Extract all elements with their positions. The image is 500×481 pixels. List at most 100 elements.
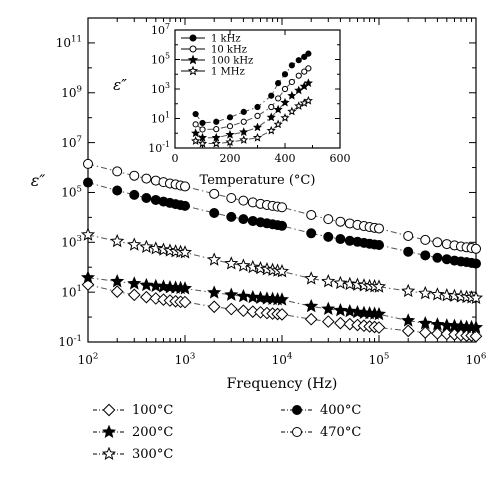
main-y-axis-title: ε″ [31,171,46,190]
main-x-tick-label: 104 [272,352,293,367]
main-x-tick-label: 106 [466,352,487,367]
main-data-point [342,276,357,291]
main-data-point [207,300,221,314]
main-plot: 102 103 104 105 106 10-1 101 103 105 107 109 1011 Fr… [31,17,487,392]
inset-series-1 [192,65,312,133]
main-x-tick-label: 105 [369,352,390,367]
main-data-point [469,329,483,343]
main-data-point [321,301,336,316]
main-data-point [148,278,163,293]
main-legend-label: 400°C [320,402,362,418]
main-data-point [323,231,334,242]
inset-data-point [252,122,263,132]
inset-data-point [294,101,304,110]
main-x-tick-label: 103 [175,352,196,367]
main-data-point [468,290,484,305]
main-legend-label: 100°C [132,402,174,418]
main-data-point [440,327,454,341]
main-data-point [304,271,319,285]
inset-series-2 [191,78,313,142]
inset-data-point [254,103,261,111]
main-legend-item: 200°C [92,425,173,439]
main-data-point [304,312,318,326]
inset-data-point [192,110,199,118]
main-data-point [177,281,193,295]
main-data-point [156,242,171,256]
main-legend-item: 400°C [280,403,361,417]
inset-x-tick-label: 0 [172,152,179,165]
inset-x-tick-label: 600 [330,152,351,165]
inset-data-point [301,68,308,75]
inset-y-tick-label: 105 [151,51,170,66]
inset-data-point [225,129,235,139]
main-data-point [139,239,154,253]
inset-data-point [254,112,261,120]
main-data-point [209,188,220,199]
main-data-point [343,317,357,331]
inset-data-point [226,123,234,130]
main-data-point [306,209,317,220]
main-data-point [468,320,484,334]
inset-data-point [192,121,199,128]
main-data-point [246,305,260,318]
main-data-point [420,250,431,261]
inset-data-point [239,135,249,144]
main-data-point [430,317,445,331]
main-data-point [274,264,290,278]
main-legend-marker [93,425,125,438]
main-data-point [245,289,260,304]
inset-legend-marker [187,65,199,76]
main-data-point [403,246,414,257]
main-data-point [127,276,142,290]
inset-data-point [240,118,247,125]
main-data-point [127,237,142,251]
main-data-point [374,223,384,234]
inset-data-point [213,118,220,125]
main-data-point [321,274,336,288]
inset-data-point [303,78,313,88]
main-data-point [335,216,346,227]
main-data-point [371,306,387,321]
main-data-point [209,207,220,218]
inset-legend-marker [189,45,197,53]
main-data-point [333,275,348,290]
main-data-point [141,192,152,203]
main-legend-symbol [101,425,117,438]
inset-data-point [295,57,302,64]
inset-data-point [288,62,295,69]
inset-data-point [275,80,282,87]
main-legend-label: 300°C [132,446,174,462]
main-data-point [178,295,192,309]
main-data-point [432,252,443,263]
main-data-point [112,185,123,196]
main-data-point [129,189,140,200]
main-data-point [236,258,251,272]
main-y-tick-label: 109 [61,85,82,100]
main-data-point [277,220,287,231]
main-data-point [403,230,414,241]
inset-data-point [225,137,235,147]
inset-data-point [226,114,234,121]
inset-x-tick-label: 400 [275,152,296,165]
main-series-0 [81,278,483,343]
main-data-point [245,259,260,274]
main-series-3 [83,177,481,269]
main-data-point [432,237,443,248]
main-legend-item: 100°C [92,403,173,417]
main-data-point [224,302,238,316]
inset-data-point [288,78,295,86]
main-data-point [275,308,289,321]
main-legend-symbol [292,405,302,415]
main-data-point [418,326,432,339]
main-data-point [226,211,237,222]
inset-data-point [273,104,283,114]
main-data-point [127,288,141,302]
main-data-point [420,234,431,245]
main-data-point [224,256,239,270]
inset-data-point [275,95,282,102]
inset-legend-item: 1 kHz [181,34,241,45]
inset-data-point [273,119,283,129]
main-data-point [207,285,222,299]
inset-data-point [281,71,289,78]
